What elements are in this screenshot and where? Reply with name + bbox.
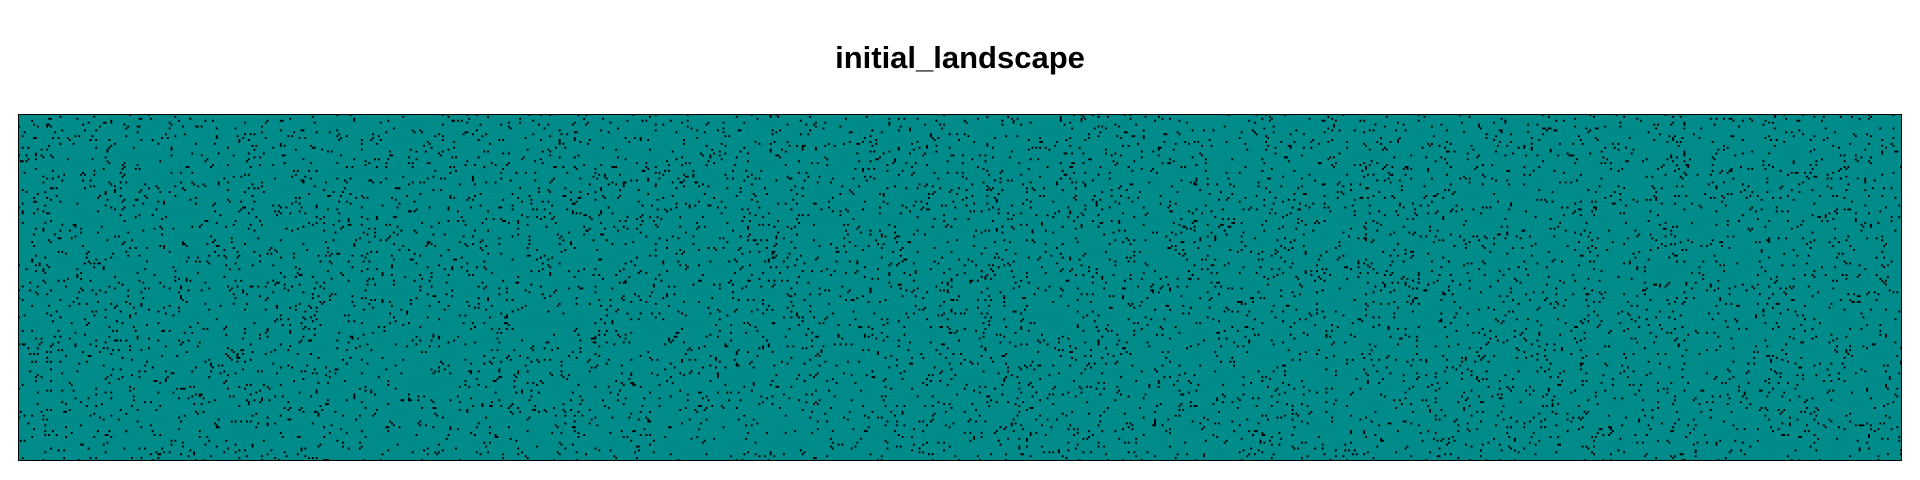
landscape-background xyxy=(18,114,1902,461)
landscape-occupied-cells xyxy=(18,114,1902,461)
chart-title: initial_landscape xyxy=(835,40,1085,75)
landscape-raster xyxy=(18,114,1902,461)
plot-frame xyxy=(18,114,1902,461)
landscape-svg xyxy=(18,114,1902,461)
